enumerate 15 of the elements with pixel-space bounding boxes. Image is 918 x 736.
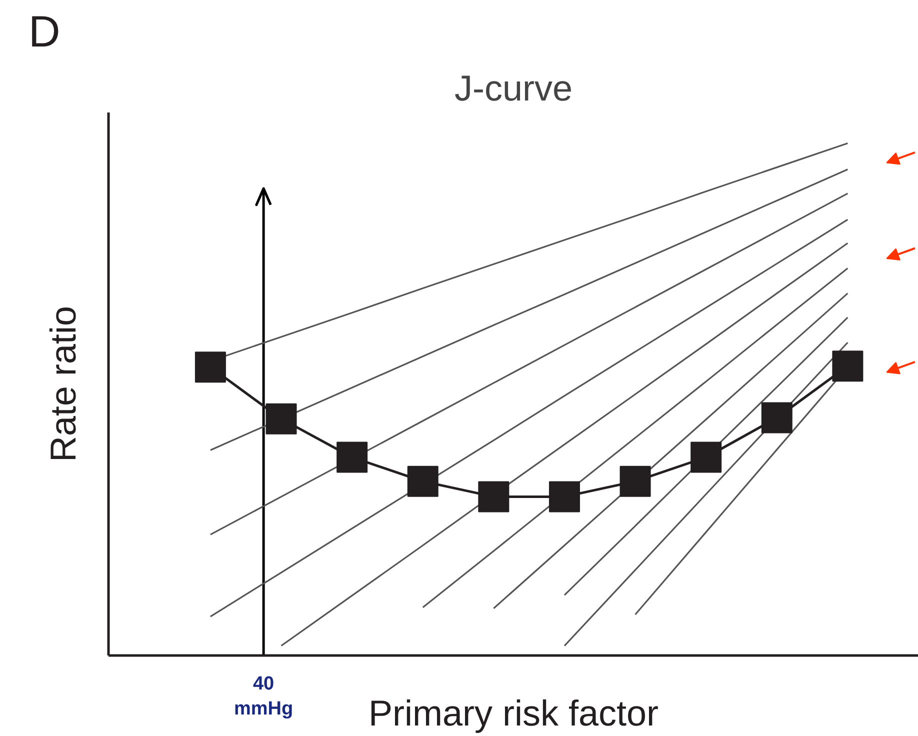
- chart-title: J-curve: [454, 68, 573, 108]
- text: 40 mmHg: [234, 674, 294, 720]
- point: [194, 352, 226, 383]
- point: [336, 442, 368, 473]
- point: [478, 481, 510, 512]
- point: [620, 466, 651, 497]
- text: D: [28, 8, 60, 56]
- x-axis-title: Primary risk factor: [368, 692, 659, 734]
- point: [548, 481, 580, 512]
- point: [407, 466, 438, 497]
- point: [761, 402, 792, 434]
- point: [266, 403, 297, 434]
- point: [832, 350, 864, 382]
- y-axis-title: Rate ratio: [42, 306, 84, 462]
- point: [690, 442, 722, 473]
